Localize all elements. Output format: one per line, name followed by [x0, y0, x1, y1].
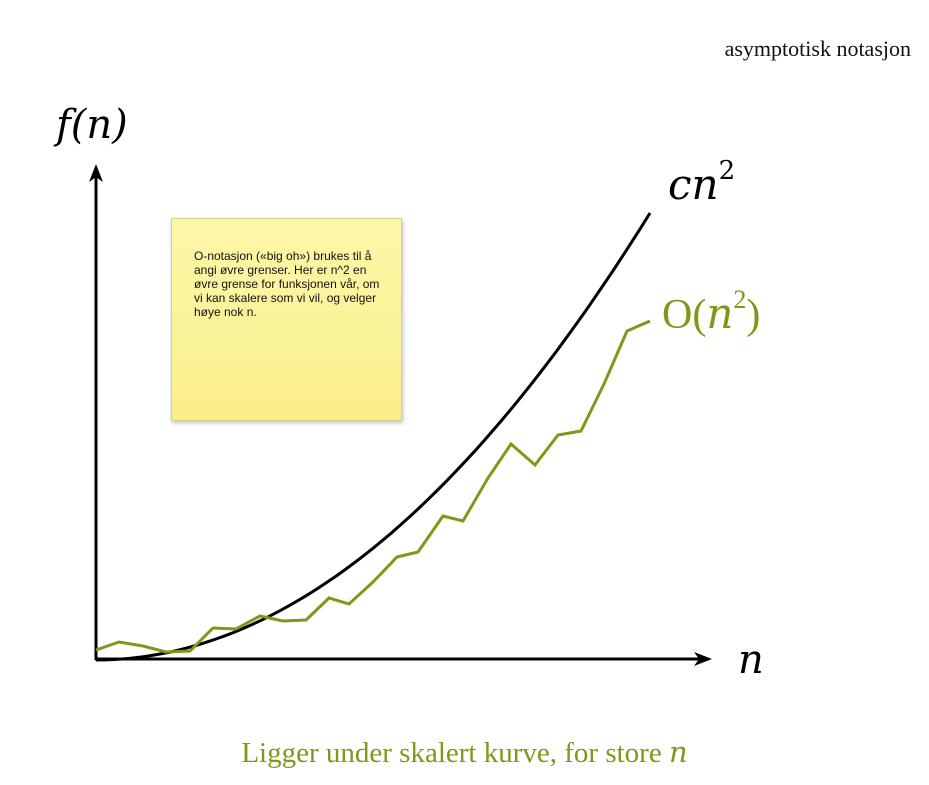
sticky-note: O-notasjon («big oh») brukes til å angi … [171, 218, 402, 421]
caption-var: n [668, 735, 688, 769]
x-axis-label: n [738, 637, 764, 683]
y-axis-label: f(n) [53, 102, 128, 148]
page-title: asymptotisk notasjon [724, 36, 911, 61]
upper-bound-curve [95, 212, 652, 662]
lower-curve-label: O(n2) [662, 285, 760, 338]
sticky-note-text: O-notasjon («big oh») brukes til å angi … [194, 249, 380, 319]
upper-curve-label: cn2 [668, 156, 735, 209]
lower-curve-label-prefix: O( [662, 292, 706, 338]
lower-curve-label-exp: 2 [733, 285, 746, 314]
function-curve [95, 319, 651, 654]
caption-text: Ligger under skalert kurve, for store [241, 737, 669, 769]
caption: Ligger under skalert kurve, for store n [0, 735, 929, 770]
upper-curve-label-exp: 2 [719, 156, 736, 186]
lower-curve-label-suffix: ) [746, 292, 760, 338]
y-axis-arrowhead [89, 164, 103, 182]
upper-curve-label-base: cn [668, 160, 719, 209]
x-axis-arrowhead [694, 652, 712, 666]
lower-curve-label-var: n [706, 289, 733, 338]
